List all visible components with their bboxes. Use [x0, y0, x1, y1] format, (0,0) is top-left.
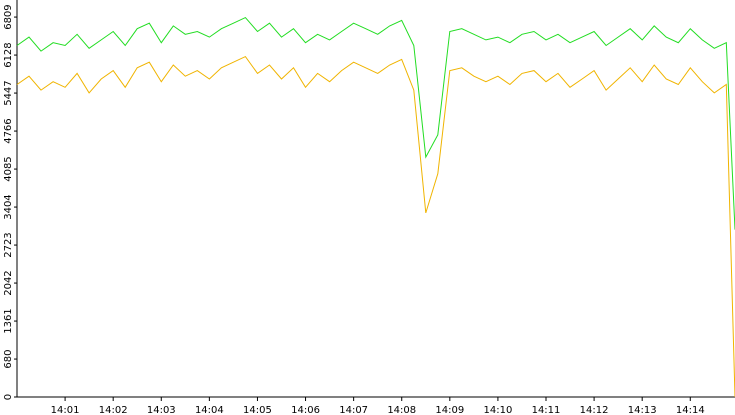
y-tick-label: 680 [3, 350, 14, 369]
y-tick-label: 2042 [3, 270, 14, 295]
x-tick-label: 14:02 [99, 405, 128, 415]
y-tick-label: 0 [3, 394, 14, 400]
x-tick-label: 14:08 [387, 405, 416, 415]
y-tick-label: 3404 [3, 194, 14, 219]
series-line [16, 55, 735, 398]
x-tick-label: 14:07 [339, 405, 368, 415]
series-line [16, 16, 735, 230]
y-tick-label: 4085 [3, 156, 14, 181]
x-tick-label: 14:13 [628, 405, 657, 415]
y-tick-label: 6128 [3, 42, 14, 67]
x-tick-label: 14:09 [435, 405, 464, 415]
y-tick-label: 4766 [3, 118, 14, 143]
x-tick-label: 14:11 [532, 405, 561, 415]
x-tick-label: 14:10 [483, 405, 512, 415]
x-tick-label: 14:14 [676, 405, 705, 415]
y-tick-label: 1361 [3, 308, 14, 333]
x-tick-label: 14:05 [243, 405, 272, 415]
x-tick-label: 14:06 [291, 405, 320, 415]
y-tick-label: 2723 [3, 232, 14, 257]
x-tick-label: 14:03 [147, 405, 176, 415]
y-tick-label: 5447 [3, 80, 14, 105]
x-tick-label: 14:12 [580, 405, 609, 415]
x-tick-label: 14:04 [195, 405, 224, 415]
x-tick-label: 14:01 [51, 405, 80, 415]
y-tick-label: 6809 [3, 4, 14, 29]
